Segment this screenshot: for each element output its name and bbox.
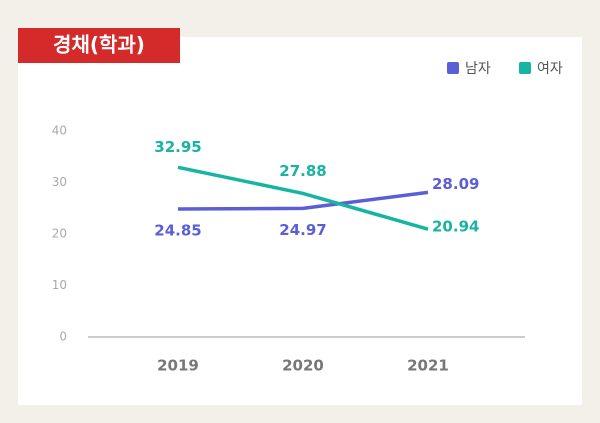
data-label: 32.95	[154, 138, 201, 156]
x-tick-label: 2019	[157, 357, 199, 375]
title-badge	[18, 28, 180, 63]
data-label: 24.85	[154, 222, 201, 240]
card	[18, 37, 582, 405]
legend-swatch	[519, 62, 531, 74]
y-tick-label: 20	[52, 227, 67, 241]
data-label: 27.88	[279, 162, 326, 180]
y-tick-label: 0	[59, 330, 67, 344]
y-tick-label: 40	[52, 124, 67, 138]
data-label: 28.09	[432, 175, 479, 193]
series-line	[177, 190, 429, 211]
chart-title: 경채(학과)	[53, 33, 145, 57]
data-label: 20.94	[432, 218, 479, 236]
legend-label: 남자	[465, 61, 491, 77]
x-tick-label: 2021	[407, 357, 449, 375]
series-line	[177, 165, 429, 231]
legend-swatch	[447, 62, 459, 74]
data-label: 24.97	[279, 221, 326, 239]
legend-label: 여자	[537, 61, 563, 77]
y-tick-label: 10	[52, 278, 67, 292]
y-tick-label: 30	[52, 175, 67, 189]
x-tick-label: 2020	[282, 357, 324, 375]
